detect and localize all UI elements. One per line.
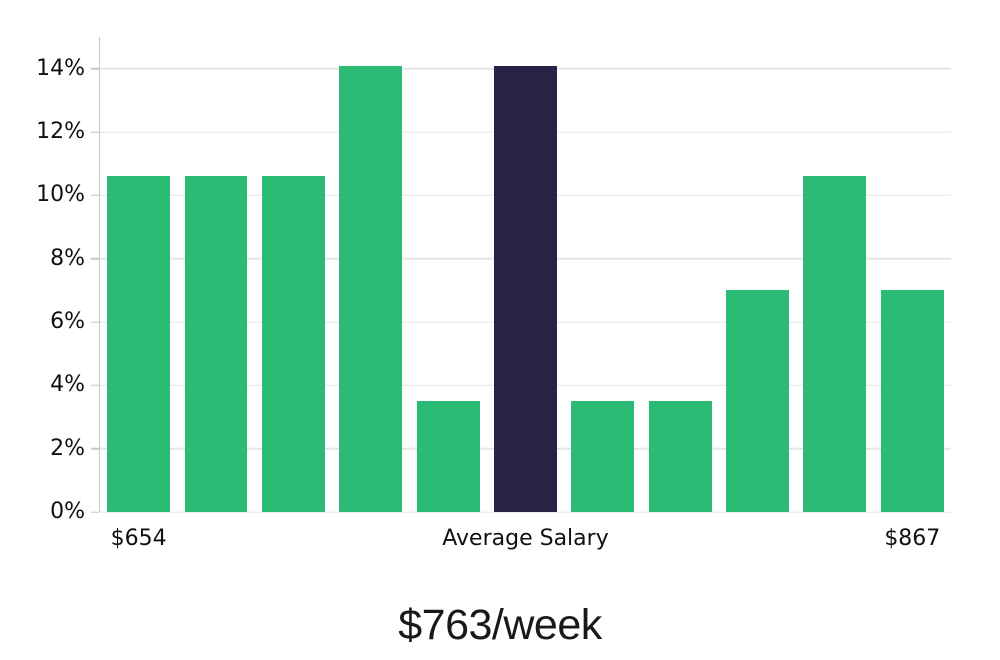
- bar-band: [255, 37, 332, 512]
- bars-container: [100, 37, 951, 512]
- y-tick: [90, 67, 99, 70]
- bar-band: [409, 37, 486, 512]
- x-tick-label: $654: [110, 526, 167, 551]
- x-axis: $654 Average Salary $867: [100, 512, 951, 554]
- y-tick-label: 0%: [50, 499, 85, 524]
- y-tick-label: 4%: [50, 372, 85, 398]
- bar: [184, 176, 248, 512]
- y-tick: [90, 384, 99, 387]
- bar-band: [177, 37, 254, 512]
- bar: [416, 401, 480, 512]
- bar: [107, 176, 171, 512]
- y-tick-label: 2%: [50, 435, 85, 461]
- bar-band: [642, 37, 719, 512]
- bar-band: [100, 37, 177, 512]
- bar: [339, 65, 403, 512]
- bar-band: [487, 37, 564, 512]
- bar-band: [719, 37, 796, 512]
- y-tick-label: 8%: [50, 245, 85, 271]
- y-tick: [90, 131, 99, 133]
- y-tick-label: 14%: [36, 55, 85, 81]
- bar: [880, 290, 944, 512]
- y-tick-label: 12%: [36, 119, 85, 144]
- y-tick: [90, 511, 99, 513]
- chart-title: $763/week: [398, 601, 602, 649]
- x-tick-label: Average Salary: [442, 526, 609, 551]
- average-salary-bar: [494, 65, 557, 512]
- y-tick: [90, 194, 99, 197]
- gridline: [100, 511, 951, 513]
- y-tick: [90, 447, 99, 450]
- bar: [261, 176, 325, 512]
- bar-band: [332, 37, 409, 512]
- plot-area: $654 Average Salary $867 0% 2% 4% 6% 8% 10% 12% 1…: [36, 37, 951, 551]
- bar: [803, 176, 867, 512]
- bar-band: [796, 37, 873, 512]
- y-tick-label: 6%: [50, 309, 85, 334]
- bar: [571, 401, 635, 512]
- bar-band: [874, 37, 951, 512]
- x-tick-label: $867: [884, 526, 941, 551]
- bar-band: [564, 37, 641, 512]
- y-tick: [90, 257, 99, 260]
- y-tick-label: 10%: [36, 182, 85, 208]
- bar: [726, 290, 789, 512]
- bar: [648, 401, 712, 512]
- y-tick: [90, 321, 99, 323]
